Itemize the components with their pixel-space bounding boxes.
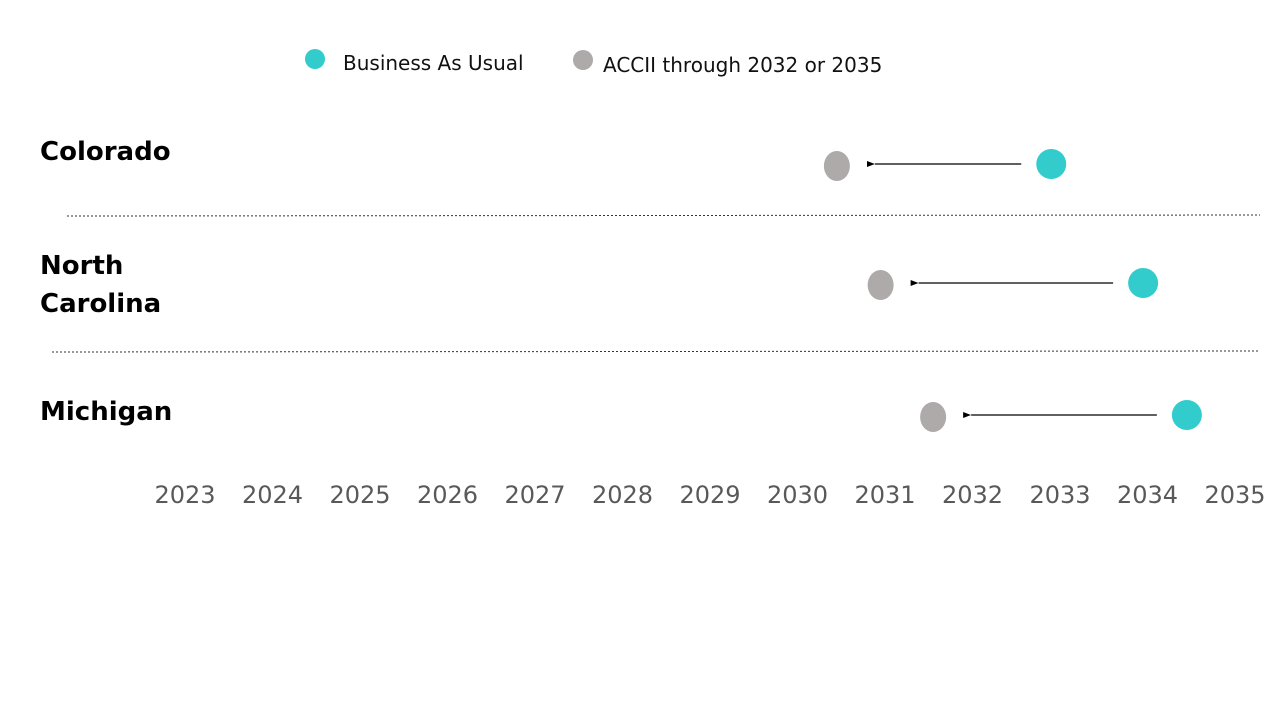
- x-tick-label: 2032: [942, 481, 1003, 509]
- x-tick-label: 2028: [592, 481, 653, 509]
- state-label: Michigan: [40, 397, 172, 427]
- legend-label: ACCII through 2032 or 2035: [603, 53, 882, 77]
- x-tick-label: 2023: [154, 481, 215, 509]
- x-tick-label: 2027: [504, 481, 565, 509]
- state-label: Carolina: [40, 289, 161, 319]
- accii-point: [867, 270, 894, 300]
- x-tick-label: 2024: [242, 481, 303, 509]
- row-separator: [66, 214, 1261, 217]
- legend-label: Business As Usual: [343, 51, 524, 75]
- row-separator: [51, 350, 1261, 353]
- state-label: North: [40, 251, 123, 281]
- bau-point: [1036, 149, 1067, 179]
- legend-marker: [305, 49, 325, 69]
- x-tick-label: 2030: [767, 481, 828, 509]
- accii-point: [920, 402, 947, 432]
- state-label: Colorado: [40, 137, 171, 167]
- x-tick-label: 2026: [417, 481, 478, 509]
- x-tick-label: 2033: [1029, 481, 1090, 509]
- x-tick-label: 2029: [679, 481, 740, 509]
- bau-point: [1171, 400, 1202, 430]
- x-axis: 2023 2024 2025 2026 2027 2028 2029 2030 2031 2032…: [154, 481, 1265, 509]
- x-tick-label: 2025: [329, 481, 390, 509]
- bau-point: [1128, 268, 1159, 298]
- x-tick-label: 2035: [1204, 481, 1265, 509]
- legend: Business As Usual ACCII through 2032 or 2…: [305, 49, 882, 77]
- legend-marker: [573, 50, 593, 70]
- accii-point: [823, 151, 850, 181]
- rows: Colorado North Carolina Michigan: [40, 137, 1261, 432]
- x-tick-label: 2031: [854, 481, 915, 509]
- x-tick-label: 2034: [1117, 481, 1178, 509]
